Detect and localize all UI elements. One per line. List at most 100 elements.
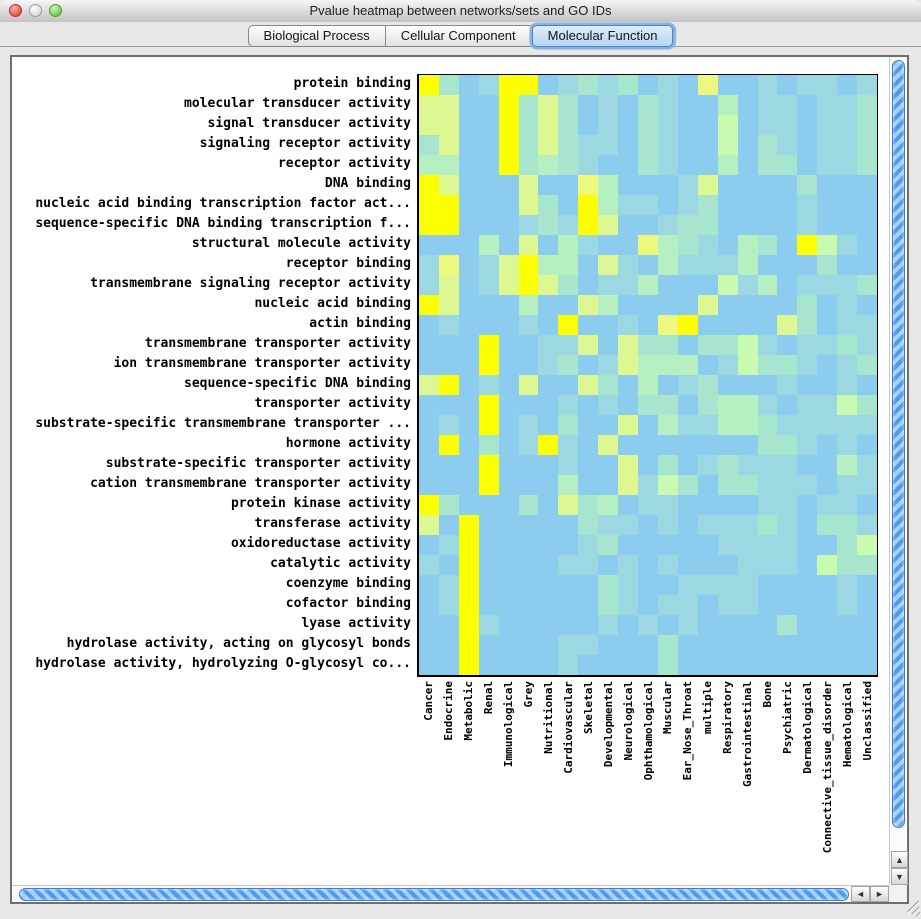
heatmap-cell [558,575,579,595]
minimize-button-icon[interactable] [29,4,42,17]
row-label: cofactor binding [285,596,411,611]
heatmap-cell [638,455,658,475]
title-bar[interactable]: Pvalue heatmap between networks/sets and… [0,0,921,23]
heatmap-cell [717,75,738,95]
heatmap-cell [857,535,877,555]
heatmap-cell [638,515,658,535]
close-button-icon[interactable] [9,4,22,17]
heatmap-cell [438,335,459,355]
heatmap-cell [438,515,459,535]
heatmap-cell [558,555,579,575]
vertical-scrollbar-thumb[interactable] [892,60,905,828]
heatmap-cell [458,495,479,515]
heatmap-cell [419,575,439,595]
heatmap-cell [558,435,579,455]
heatmap-cell [817,355,838,375]
scroll-up-button[interactable]: ▲ [891,851,908,868]
heatmap-cell [498,335,519,355]
heatmap-cell [737,595,758,615]
heatmap-cell [578,75,599,95]
heatmap-cell [618,155,639,175]
horizontal-scrollbar[interactable]: ◄ ► [12,885,890,902]
heatmap-cell [757,155,778,175]
heatmap-cell [717,235,738,255]
heatmap-cell [578,615,599,635]
heatmap-cell [618,355,639,375]
heatmap-cell [638,235,658,255]
heatmap-cell [538,235,559,255]
heatmap-cell [777,495,798,515]
heatmap-cell [498,435,519,455]
heatmap-cell [438,115,459,135]
scroll-right-button[interactable]: ► [870,886,889,902]
heatmap-cell [419,595,439,615]
heatmap-cell [558,255,579,275]
heatmap-cell [558,295,579,315]
column-label: Psychiatric [780,681,794,754]
heatmap-cell [419,435,439,455]
heatmap-cell [677,515,698,535]
heatmap-cell [797,395,818,415]
heatmap-cell [638,215,658,235]
heatmap-cell [737,395,758,415]
resize-grip-icon[interactable] [905,900,921,917]
heatmap-cell [837,615,858,635]
heatmap-cell [777,315,798,335]
heatmap-cell [737,275,758,295]
tab-molecular-function[interactable]: Molecular Function [531,25,674,47]
heatmap-cell [538,355,559,375]
heatmap-cell [797,615,818,635]
heatmap-cell [837,655,858,675]
heatmap-cell [857,75,877,95]
horizontal-scrollbar-thumb[interactable] [19,888,849,901]
heatmap-cell [657,295,678,315]
heatmap-cell [737,615,758,635]
heatmap-cell [757,575,778,595]
column-label: Endocrine [442,681,456,741]
window-title: Pvalue heatmap between networks/sets and… [309,3,612,18]
heatmap-cell [598,455,619,475]
heatmap-cell [797,455,818,475]
vertical-scrollbar[interactable]: ▲ ▼ [889,57,908,885]
heatmap-cell [757,635,778,655]
row-label: substrate-specific transmembrane transpo… [35,416,411,431]
heatmap-cell [797,155,818,175]
heatmap-cell [598,235,619,255]
tab-biological-process[interactable]: Biological Process [247,25,386,47]
heatmap-cell [438,235,459,255]
heatmap-cell [598,335,619,355]
heatmap-cell [817,235,838,255]
heatmap-cell [857,235,877,255]
heatmap-cell [697,355,718,375]
traffic-lights [9,4,62,17]
column-label: Respiratory [721,681,735,754]
heatmap-cell [458,135,479,155]
heatmap-cell [837,155,858,175]
heatmap-cell [697,275,718,295]
heatmap-cell [817,595,838,615]
heatmap-cell [538,615,559,635]
tab-cellular-component[interactable]: Cellular Component [385,25,532,47]
heatmap-cell [857,315,877,335]
row-label: cation transmembrane transporter activit… [90,476,411,491]
heatmap-cell [777,435,798,455]
heatmap-cell [518,235,539,255]
heatmap-cell [677,455,698,475]
heatmap-cell [578,95,599,115]
scroll-left-button[interactable]: ◄ [851,886,870,902]
heatmap-cell [677,615,698,635]
heatmap-cell [478,655,499,675]
heatmap-cell [817,455,838,475]
heatmap-cell [797,435,818,455]
heatmap-cell [518,215,539,235]
zoom-button-icon[interactable] [49,4,62,17]
heatmap-grid[interactable] [417,74,878,677]
heatmap-cell [697,215,718,235]
heatmap-cell [458,355,479,375]
heatmap-cell [498,135,519,155]
scroll-down-button[interactable]: ▼ [891,868,908,885]
heatmap-cell [857,615,877,635]
heatmap-cell [518,175,539,195]
row-label: signal transducer activity [207,116,412,131]
